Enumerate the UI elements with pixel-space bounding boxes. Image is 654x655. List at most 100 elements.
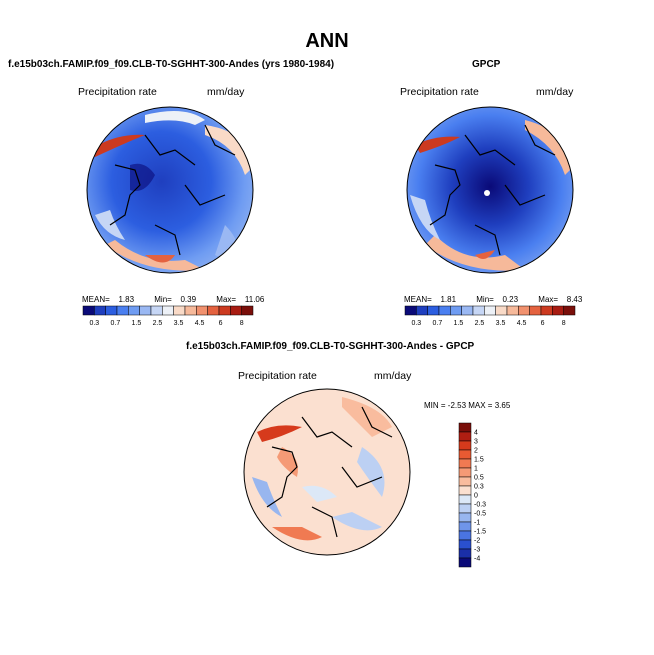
panel2-colorbar-swatch — [461, 305, 474, 316]
panel1-colorbar-tick-label: 3.5 — [174, 320, 184, 327]
panel3-colorbar-swatch — [458, 467, 472, 478]
panel2-polar-map — [406, 106, 574, 274]
panel3-min-max-text: MIN = -2.53 MAX = 3.65 — [424, 401, 511, 410]
panel2-colorbar-swatch — [416, 305, 428, 316]
panel1-colorbar-swatch — [105, 305, 118, 316]
panel2-colorbar-tick-label: 2.5 — [475, 320, 485, 327]
panel3-colorbar-tick-label: -1 — [474, 520, 480, 527]
panel3-colorbar-swatch — [458, 512, 472, 523]
panel3-colorbar-swatch — [458, 422, 472, 433]
panel1-units-label: mm/day — [207, 86, 245, 98]
panel3-colorbar-swatch — [458, 458, 472, 469]
panel2-colorbar-swatch — [427, 305, 440, 316]
panel2-colorbar-swatch — [552, 305, 564, 316]
panel1-colorbar-swatch — [139, 305, 152, 316]
panel2-colorbar: 0.3 0.7 1.5 2.5 3.5 4.5 6 8 — [404, 305, 576, 327]
panel3-units-label: mm/day — [374, 370, 412, 382]
panel1-colorbar-swatch — [230, 305, 242, 316]
panel3-colorbar-swatch — [458, 548, 472, 559]
panel2-mean-value: 1.81 — [440, 295, 457, 304]
panel3-colorbar-swatch — [458, 539, 472, 550]
panel3-colorbar-swatch — [458, 494, 472, 505]
panel1-max-value: 11.06 — [244, 295, 265, 304]
panel3-colorbar-swatch — [458, 521, 472, 532]
panel1-colorbar-swatch — [116, 305, 129, 316]
panel3-colorbar-tick-label: 2 — [474, 448, 478, 455]
panel2-colorbar-swatch — [506, 305, 519, 316]
panel1-colorbar-swatch — [173, 305, 186, 316]
panel1-colorbar-swatch — [162, 305, 174, 316]
panel2-variable-label: Precipitation rate — [400, 86, 479, 98]
panel2-colorbar-tick-label: 8 — [562, 320, 566, 327]
panel3-colorbar-tick-label: -0.3 — [474, 502, 486, 509]
panel1-colorbar-tick-label: 0.7 — [111, 320, 121, 327]
panel3-colorbar-tick-label: 1.5 — [474, 457, 484, 464]
panel1-colorbar-swatch — [82, 305, 95, 316]
panel1-colorbar-tick-label: 6 — [219, 320, 223, 327]
panel1-colorbar-tick-label: 1.5 — [132, 320, 142, 327]
pole-marker-icon — [484, 190, 490, 196]
panel3-colorbar: 4 3 2 1.5 1 0.5 0.3 0 -0.3 -0.5 -1 -1.5 -2 -3 -4 — [458, 422, 486, 568]
panel1-title: f.e15b03ch.FAMIP.f09_f09.CLB-T0-SGHHT-30… — [8, 59, 335, 70]
panel2-colorbar-swatch — [540, 305, 553, 316]
panel2-min-label: Min= — [476, 295, 494, 304]
panel2-colorbar-tick-label: 0.3 — [411, 320, 421, 327]
panel3-colorbar-tick-label: -1.5 — [474, 529, 486, 536]
panel1-variable-label: Precipitation rate — [78, 86, 157, 98]
panel3-colorbar-tick-label: -4 — [474, 556, 480, 563]
panel1-stats: MEAN= 1.83 Min= 0.39 Max= 11.06 — [82, 295, 264, 304]
panel1-min-label: Min= — [154, 295, 172, 304]
panel3-colorbar-tick-label: -3 — [474, 547, 480, 554]
panel1-mean-value: 1.83 — [118, 295, 135, 304]
panel2-colorbar-swatch — [472, 305, 485, 316]
panel3-title: f.e15b03ch.FAMIP.f09_f09.CLB-T0-SGHHT-30… — [186, 341, 475, 352]
panel2-colorbar-swatch — [518, 305, 530, 316]
panel1-colorbar: 0.3 0.7 1.5 2.5 3.5 4.5 6 8 — [82, 305, 254, 327]
panel2-title: GPCP — [472, 59, 501, 70]
panel2-colorbar-tick-label: 4.5 — [517, 320, 527, 327]
panel3-colorbar-tick-label: 0.3 — [474, 484, 484, 491]
panel3-colorbar-swatch — [458, 431, 472, 442]
panel1-colorbar-tick-label: 8 — [240, 320, 244, 327]
panel2-colorbar-tick-label: 1.5 — [454, 320, 464, 327]
panel1-colorbar-swatch — [184, 305, 197, 316]
panel1-colorbar-swatch — [207, 305, 220, 316]
panel3-colorbar-tick-label: 1 — [474, 466, 478, 473]
panel2-stats: MEAN= 1.81 Min= 0.23 Max= 8.43 — [404, 295, 582, 304]
panel2-colorbar-swatch — [438, 305, 451, 316]
panel2-colorbar-tick-label: 6 — [541, 320, 545, 327]
panel1-colorbar-swatch — [150, 305, 163, 316]
panel1-colorbar-tick-label: 0.3 — [89, 320, 99, 327]
panel3-colorbar-swatch — [458, 476, 472, 487]
panel1-colorbar-swatch — [218, 305, 231, 316]
panel1-mean-label: MEAN= — [82, 295, 110, 304]
panel3-colorbar-tick-label: -0.5 — [474, 511, 486, 518]
panel2-colorbar-swatch — [529, 305, 542, 316]
panel3-polar-map — [243, 388, 411, 556]
panel2-units-label: mm/day — [536, 86, 574, 98]
panel3-colorbar-swatch — [458, 449, 472, 460]
panel3-colorbar-swatch — [458, 530, 472, 541]
panel3-colorbar-tick-label: 0.5 — [474, 475, 484, 482]
panel1-max-label: Max= — [216, 295, 237, 304]
panel1-colorbar-swatch — [94, 305, 106, 316]
panel2-colorbar-tick-label: 0.7 — [433, 320, 443, 327]
panel3-variable-label: Precipitation rate — [238, 370, 317, 382]
panel2-colorbar-tick-label: 3.5 — [496, 320, 506, 327]
panel3-colorbar-swatch — [458, 485, 472, 496]
panel3-colorbar-swatch — [458, 440, 472, 451]
panel2-min-value: 0.23 — [502, 295, 519, 304]
panel1-colorbar-swatch — [241, 305, 254, 316]
panel2-mean-label: MEAN= — [404, 295, 432, 304]
panel2-colorbar-swatch — [495, 305, 508, 316]
panel1-colorbar-swatch — [196, 305, 208, 316]
panel1-min-value: 0.39 — [180, 295, 197, 304]
panel2-colorbar-swatch — [450, 305, 462, 316]
panel1-colorbar-tick-label: 4.5 — [195, 320, 205, 327]
panel3-colorbar-swatch — [458, 557, 472, 568]
panel1-polar-map — [86, 106, 254, 274]
panel1-colorbar-tick-label: 2.5 — [153, 320, 163, 327]
panel2-colorbar-swatch — [563, 305, 576, 316]
panel3-colorbar-tick-label: 3 — [474, 439, 478, 446]
panel2-max-label: Max= — [538, 295, 559, 304]
